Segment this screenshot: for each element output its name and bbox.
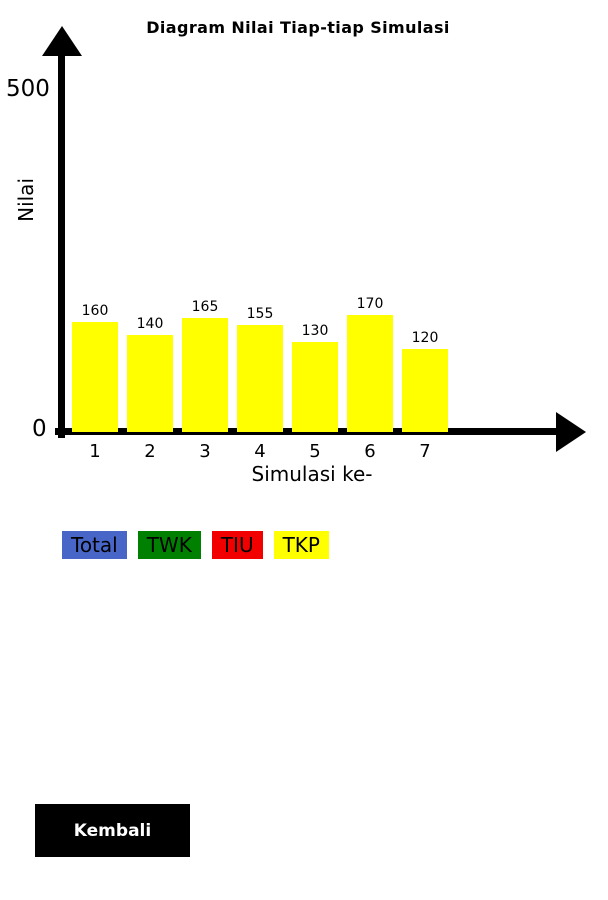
legend-button-total[interactable]: Total [62, 531, 127, 559]
y-axis-label: Nilai [14, 178, 38, 222]
x-tick-label: 5 [309, 441, 321, 462]
bar [127, 335, 173, 432]
legend-button-tkp[interactable]: TKP [273, 531, 329, 559]
bar-group: 120 [402, 330, 448, 432]
bar [182, 318, 228, 432]
bar [292, 342, 338, 432]
bar-group: 140 [127, 316, 173, 432]
bar-value-label: 140 [136, 316, 164, 332]
y-tick-0: 0 [32, 416, 47, 442]
chart-title: Diagram Nilai Tiap-tiap Simulasi [146, 18, 450, 37]
x-tick-labels: 1 2 3 4 5 6 7 [72, 441, 448, 462]
bar [402, 349, 448, 432]
bar-value-label: 120 [411, 330, 439, 346]
legend-button-twk[interactable]: TWK [137, 531, 201, 559]
bar-value-label: 130 [301, 323, 329, 339]
x-tick-label: 4 [254, 441, 266, 462]
y-axis [58, 48, 65, 438]
bar-value-label: 155 [246, 306, 274, 322]
x-tick-label: 1 [89, 441, 101, 462]
x-tick-label: 6 [364, 441, 376, 462]
bar-group: 155 [237, 306, 283, 432]
x-tick-label: 3 [199, 441, 211, 462]
x-tick-label: 7 [419, 441, 431, 462]
back-button[interactable]: Kembali [35, 804, 190, 857]
x-axis-arrow-icon [556, 412, 586, 452]
bars-area: 160 140 165 155 130 170 120 [72, 87, 448, 432]
bar [347, 315, 393, 432]
bar [237, 325, 283, 432]
bar-value-label: 160 [81, 303, 109, 319]
legend-button-tiu[interactable]: TIU [211, 531, 263, 559]
x-tick-label: 2 [144, 441, 156, 462]
bar-value-label: 170 [356, 296, 384, 312]
bar-group: 130 [292, 323, 338, 432]
bar-group: 165 [182, 299, 228, 432]
y-tick-500: 500 [6, 76, 50, 102]
x-axis-label: Simulasi ke- [251, 462, 373, 486]
bar [72, 322, 118, 432]
bar-group: 160 [72, 303, 118, 432]
legend: Total TWK TIU TKP [62, 531, 329, 559]
bar-value-label: 165 [191, 299, 219, 315]
bar-group: 170 [347, 296, 393, 432]
